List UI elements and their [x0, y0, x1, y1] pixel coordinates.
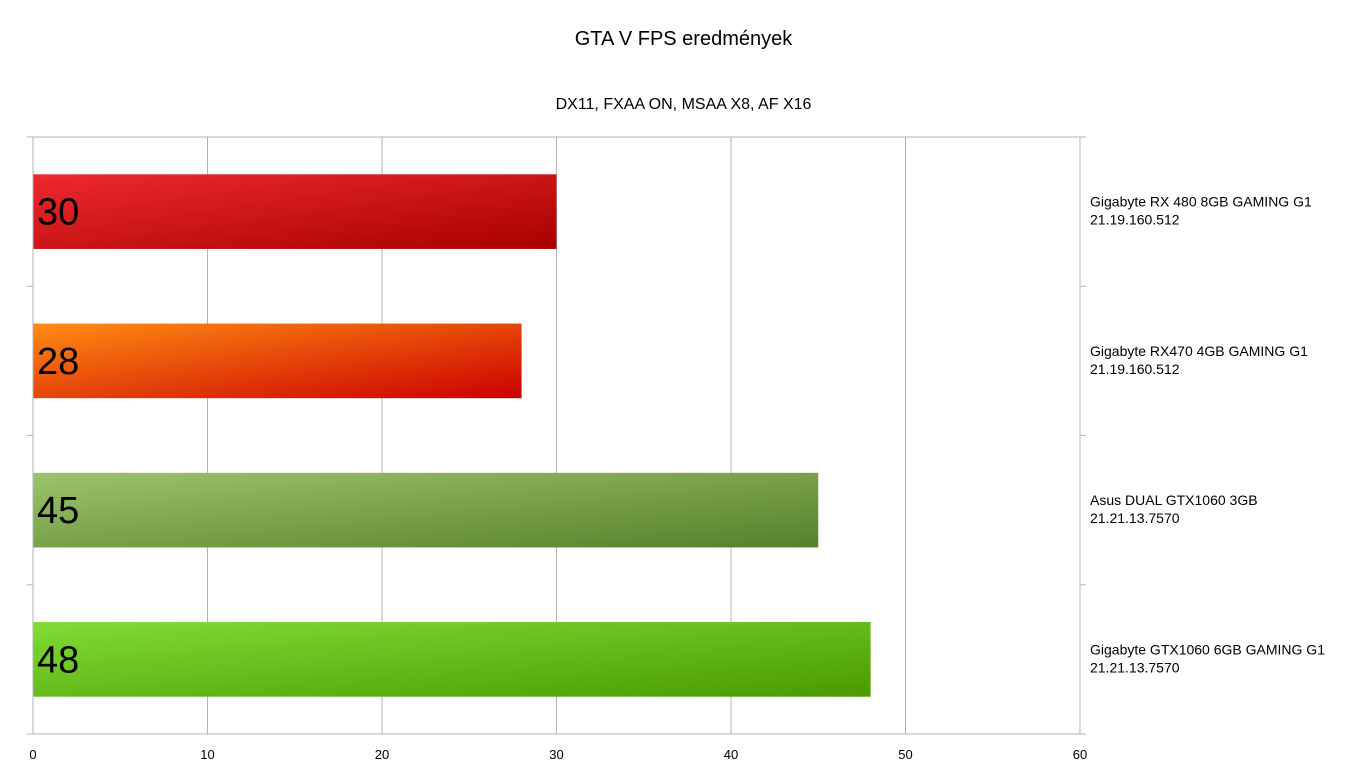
category-label: 21.21.13.7570	[1090, 659, 1180, 675]
category-label: 21.21.13.7570	[1090, 510, 1180, 526]
x-tick-label: 30	[549, 747, 563, 762]
bar-value-label: 48	[37, 639, 79, 681]
bar	[33, 323, 522, 399]
category-label: Gigabyte GTX1060 6GB GAMING G1	[1090, 641, 1325, 657]
x-tick-label: 10	[200, 747, 214, 762]
x-tick-label: 20	[375, 747, 389, 762]
category-label: 21.19.160.512	[1090, 361, 1180, 377]
x-tick-label: 50	[898, 747, 912, 762]
bar	[33, 622, 871, 697]
chart-subtitle: DX11, FXAA ON, MSAA X8, AF X16	[555, 96, 812, 113]
x-tick-label: 40	[724, 747, 738, 762]
chart-title: GTA V FPS eredmények	[574, 28, 793, 50]
bar-value-label: 30	[37, 192, 79, 234]
x-tick-label: 0	[29, 747, 36, 762]
bar	[33, 174, 557, 249]
bar-value-label: 45	[37, 490, 79, 532]
category-label: Gigabyte RX 480 8GB GAMING G1	[1090, 194, 1312, 210]
bar-value-label: 28	[37, 341, 79, 383]
category-label: Asus DUAL GTX1060 3GB	[1090, 492, 1258, 508]
category-label: Gigabyte RX470 4GB GAMING G1	[1090, 343, 1308, 359]
x-tick-label: 60	[1073, 747, 1087, 762]
bar	[33, 472, 819, 548]
category-label: 21.19.160.512	[1090, 212, 1180, 228]
